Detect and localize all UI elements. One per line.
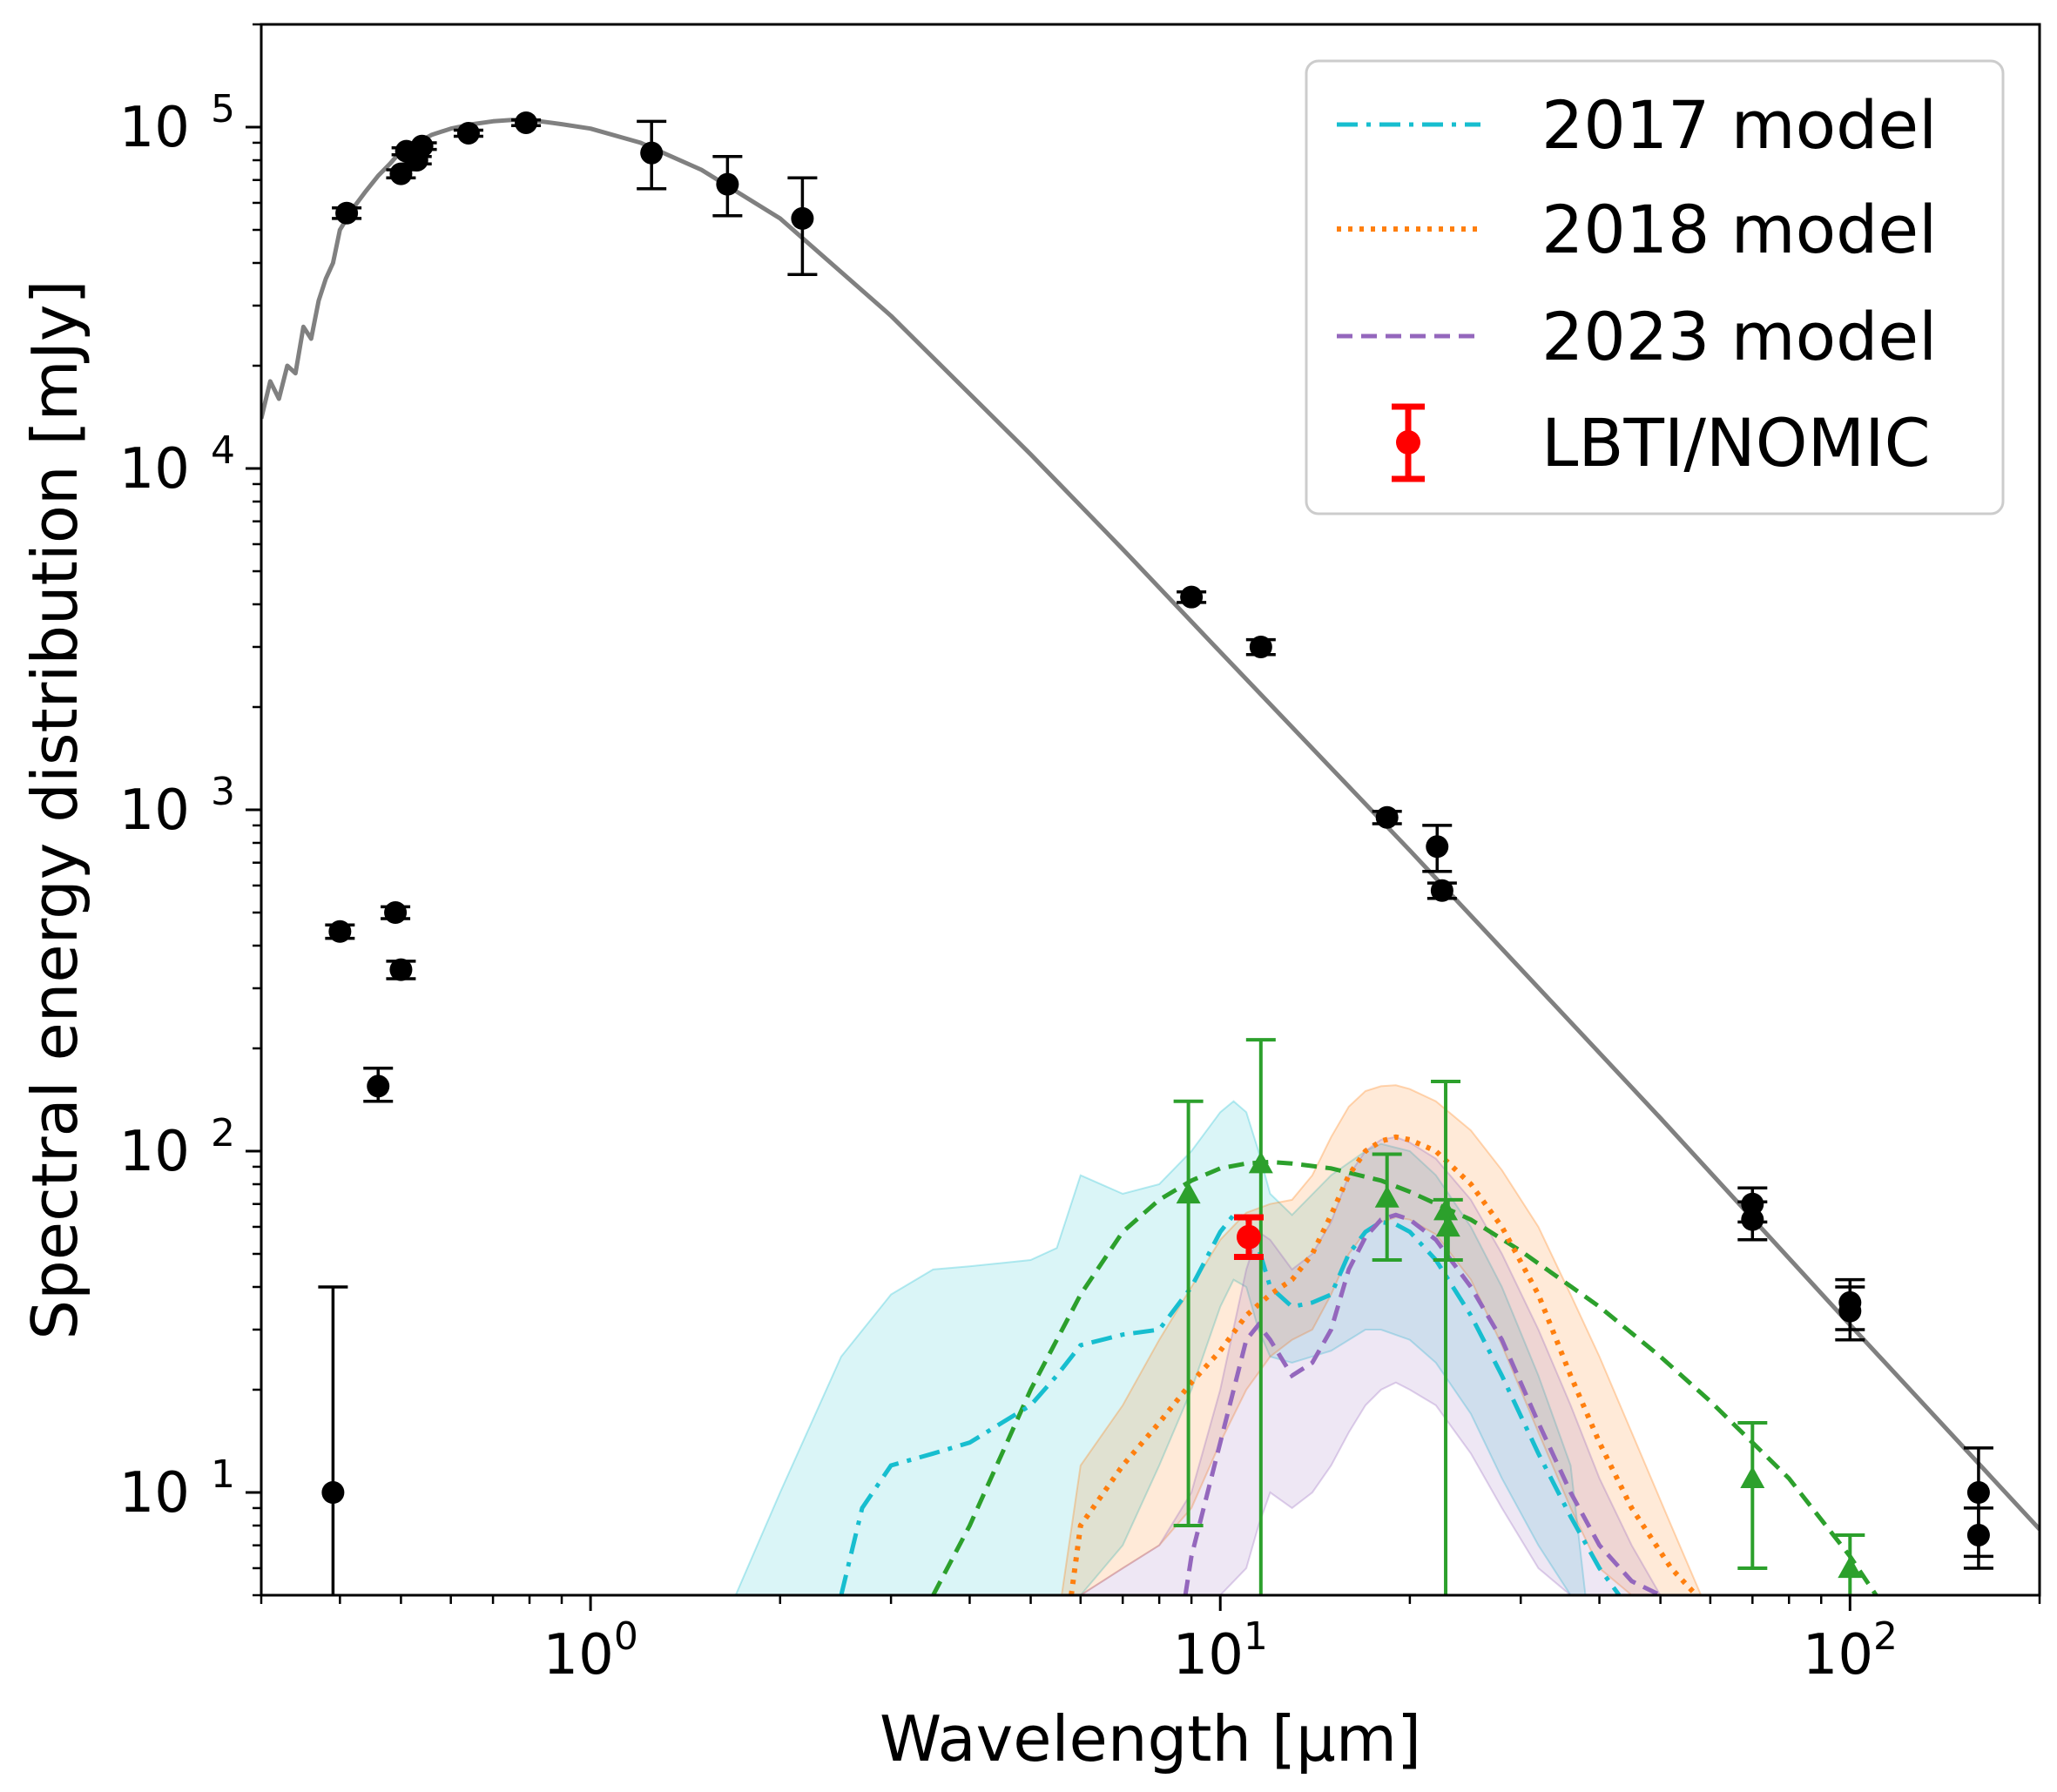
photometry-point-21 (325, 920, 355, 943)
excess-point-0 (1173, 1099, 1204, 1527)
photometry-marker-8 (716, 172, 739, 196)
photometry-point-7 (637, 119, 667, 191)
excess-marker-1 (1248, 1151, 1273, 1174)
legend-label-2023: 2023 model (1541, 298, 1937, 375)
photosphere-line (261, 118, 2040, 1531)
y-tick-label-2: 10 3 (119, 770, 235, 843)
photometry-marker-4 (410, 134, 434, 158)
photometry-marker-9 (791, 206, 814, 230)
photometry-point-10 (1177, 585, 1207, 609)
photometry-marker-23 (389, 958, 413, 981)
photometry-point-4 (407, 134, 437, 158)
photometry-marker-25 (321, 1480, 345, 1504)
excess-marker-5 (1740, 1465, 1765, 1488)
photometry-marker-22 (384, 901, 408, 925)
photometry-marker-16 (1741, 1208, 1764, 1231)
nomic-marker-0 (1236, 1224, 1261, 1250)
x-axis-label: Wavelength [μm] (880, 1702, 1421, 1775)
y-tick-label-4: 10 5 (119, 87, 235, 160)
photometry-point-0 (332, 201, 362, 225)
photometry-marker-24 (367, 1075, 390, 1098)
excess-marker-2 (1374, 1185, 1399, 1208)
photometry-marker-11 (1249, 635, 1272, 658)
photometry-point-23 (386, 958, 416, 981)
excess-point-4 (1433, 1197, 1463, 1262)
excess-point-1 (1245, 1038, 1276, 1595)
excess-marker-6 (1838, 1555, 1863, 1579)
y-tick-label-1: 10 2 (119, 1111, 235, 1184)
photometry-point-5 (453, 121, 483, 145)
excess-marker-4 (1435, 1214, 1460, 1237)
y-tick-label-0: 10 1 (119, 1452, 235, 1526)
photometry-marker-14 (1430, 879, 1453, 902)
band-2018 (1061, 1084, 1720, 1595)
legend-box (1305, 59, 2005, 515)
x-tick-label-2: 102 (1803, 1614, 1898, 1688)
photometry-marker-18 (1838, 1299, 1862, 1323)
photometry-point-22 (381, 901, 411, 925)
x-tick-label-0: 100 (543, 1614, 637, 1688)
photometry-marker-5 (456, 121, 480, 145)
excess-point-2 (1372, 1152, 1402, 1262)
model-2023-line (1183, 1212, 1662, 1595)
photometry-marker-13 (1426, 835, 1449, 859)
legend-label-2018: 2018 model (1541, 191, 1937, 268)
legend-swatch-nomic (1392, 403, 1425, 482)
photometry-marker-12 (1375, 805, 1399, 829)
photometry-point-6 (511, 111, 542, 134)
x-tick-label-1: 101 (1172, 1614, 1267, 1688)
photometry-marker-21 (328, 920, 352, 943)
photometry-point-20 (1963, 1506, 1993, 1570)
photometry-point-1 (386, 162, 416, 185)
excess-point-3 (1431, 1079, 1461, 1595)
photometry-marker-10 (1180, 585, 1204, 609)
y-tick-label-3: 10 4 (119, 428, 235, 502)
photometry-point-14 (1426, 879, 1457, 902)
photometry-marker-1 (389, 162, 413, 185)
photometry-marker-6 (515, 111, 538, 134)
photometry-point-9 (787, 176, 818, 277)
model-2017-line (839, 1212, 1622, 1595)
photometry-point-12 (1372, 805, 1402, 829)
excess-fit-line (931, 1159, 1878, 1595)
excess-point-6 (1835, 1533, 1865, 1595)
photometry-marker-0 (335, 201, 359, 225)
nomic-point-0 (1233, 1214, 1264, 1260)
photometry-point-13 (1422, 824, 1453, 873)
excess-marker-0 (1176, 1181, 1201, 1204)
legend-label-2017: 2017 model (1541, 86, 1937, 164)
photometry-point-16 (1737, 1200, 1768, 1242)
photometry-marker-20 (1966, 1523, 1990, 1546)
photometry-point-8 (712, 155, 743, 218)
legend-label-nomic: LBTI/NOMIC (1541, 404, 1931, 482)
photometry-marker-7 (640, 141, 664, 165)
excess-point-5 (1737, 1420, 1768, 1570)
photometry-point-24 (363, 1066, 394, 1103)
excess-marker-3 (1433, 1198, 1459, 1221)
band-2023 (1078, 1135, 1662, 1595)
y-axis-label: Spectral energy distribution [mJy] (18, 280, 91, 1339)
photometry-point-18 (1835, 1285, 1865, 1342)
legend: 2017 model 2018 model 2023 model LBTI/NO… (1305, 59, 2005, 515)
photometry-point-11 (1245, 635, 1276, 658)
model-2018-line (1069, 1134, 1698, 1595)
photometry-point-25 (318, 1285, 348, 1595)
photometry-marker-19 (1966, 1480, 1990, 1504)
